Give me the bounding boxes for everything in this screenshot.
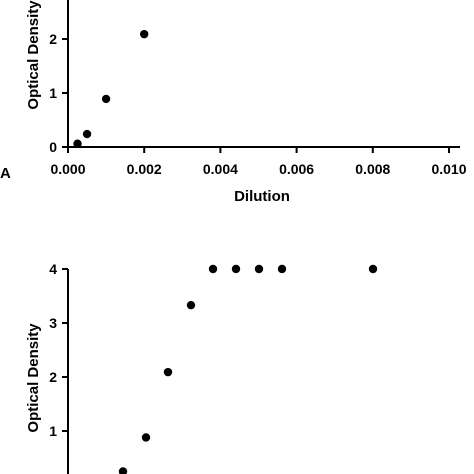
chart-b-point: [368, 264, 378, 274]
chart-b-y-ticks: 1 2 3 4: [49, 261, 68, 439]
chart-a-y-ticks: 0 1 2: [49, 31, 68, 155]
chart-b-point: [208, 264, 218, 274]
chart-b-y-tick-label: 1: [49, 423, 57, 439]
chart-a-y-tick-label: 0: [49, 139, 57, 155]
chart-b: 1 2 3 4 Optical Density: [25, 261, 378, 474]
chart-a-point: [101, 94, 111, 104]
chart-b-point: [186, 300, 196, 310]
chart-b-y-tick-label: 3: [49, 315, 57, 331]
chart-a-panel-label: A: [0, 165, 11, 182]
chart-a-points: [73, 29, 149, 148]
chart-b-y-tick-label: 2: [49, 369, 57, 385]
chart-a-x-tick-label: 0.008: [355, 161, 390, 177]
chart-a-y-tick-label: 2: [49, 31, 57, 47]
chart-b-point: [277, 264, 287, 274]
chart-a-x-tick-label: 0.006: [279, 161, 314, 177]
chart-b-point: [254, 264, 264, 274]
chart-a-x-ticks: 0.000 0.002 0.004 0.006 0.008 0.010: [50, 147, 467, 177]
chart-a-x-axis-title: Dilution: [234, 188, 290, 205]
chart-b-y-axis-title: Optical Density: [25, 323, 42, 433]
chart-a-x-tick-label: 0.000: [50, 161, 85, 177]
chart-a-point: [82, 129, 92, 139]
chart-a-point: [140, 29, 149, 39]
chart-a-x-tick-label: 0.002: [127, 161, 162, 177]
chart-b-point: [231, 264, 241, 274]
chart-a-x-tick-label: 0.010: [431, 161, 466, 177]
chart-a-point: [73, 139, 82, 148]
chart-a: 0 1 2 0.000 0.002 0.004 0.006 0.008 0.010 Optic…: [0, 0, 467, 205]
chart-b-point: [118, 467, 128, 474]
chart-a-y-axis-title: Optical Density: [25, 0, 42, 110]
chart-b-point: [141, 433, 151, 442]
chart-b-point: [163, 367, 173, 377]
chart-a-y-tick-label: 1: [49, 85, 57, 101]
chart-a-x-tick-label: 0.004: [203, 161, 238, 177]
chart-b-points: [118, 264, 378, 474]
chart-a-axes: [67, 0, 460, 148]
chart-b-y-tick-label: 4: [49, 261, 57, 277]
